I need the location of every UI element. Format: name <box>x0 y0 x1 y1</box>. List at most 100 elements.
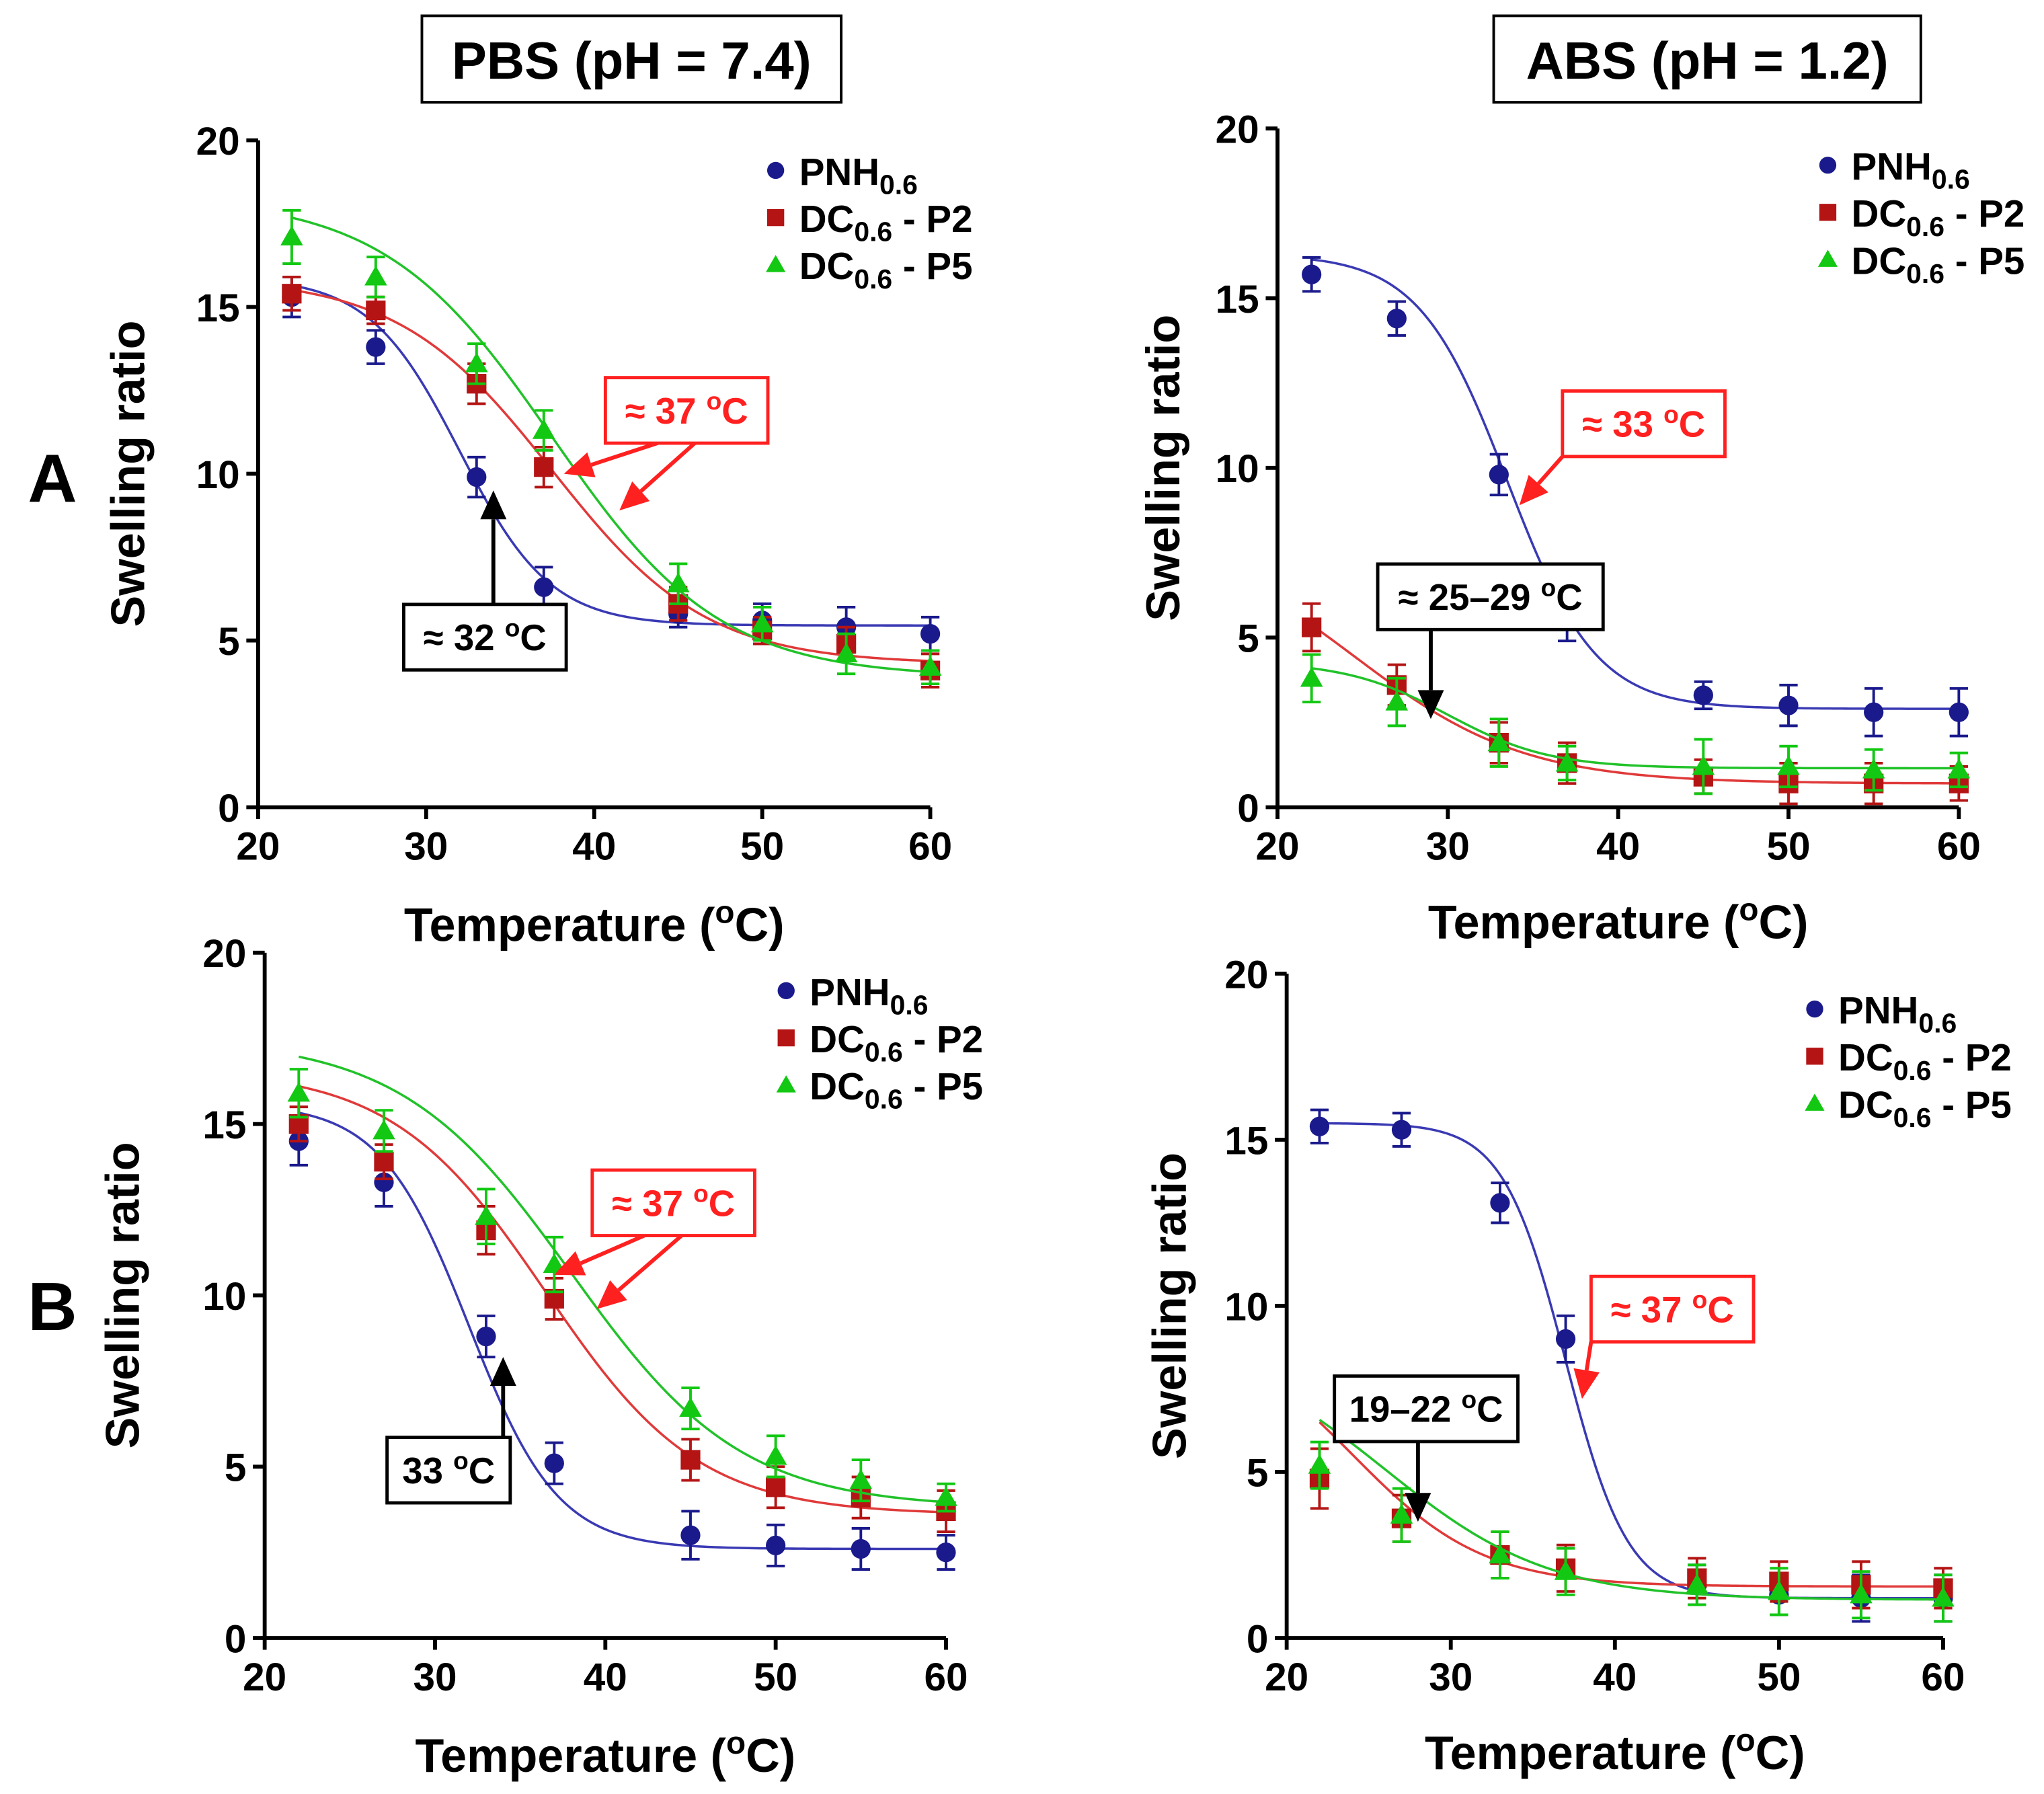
data-point-p5 <box>1777 755 1800 775</box>
annotation-text-1-part: ≈ 25–29 <box>1399 577 1541 618</box>
legend-suffix: - P2 <box>892 198 972 240</box>
annotation-box-0 <box>385 1436 512 1505</box>
legend-suffix: - P2 <box>1932 1036 2012 1079</box>
fit-curve-p5 <box>1311 667 1959 770</box>
annotation-arrow-1-0-shaft <box>590 441 658 467</box>
fit-curve-pnh <box>1311 258 1959 710</box>
data-point-p2 <box>374 1152 394 1172</box>
legend-sub: 0.6 <box>890 989 929 1020</box>
legend-label-p2: DC0.6 - P2 <box>1838 1036 2012 1086</box>
legend-marker-p2 <box>777 1029 795 1047</box>
data-point-pnh <box>851 1538 871 1559</box>
y-axis-label: Swelling ratio <box>1136 315 1189 621</box>
data-point-p5 <box>287 1081 311 1102</box>
data-point-p5 <box>1487 731 1511 752</box>
y-tick-label: 0 <box>225 1617 247 1661</box>
annotation-box-1 <box>1376 562 1605 631</box>
annotation-box-0 <box>1561 389 1727 459</box>
annotation-box-1 <box>590 1168 756 1237</box>
data-point-p5 <box>666 572 690 592</box>
x-tick-label: 20 <box>1265 1655 1308 1699</box>
legend-main: DC <box>1852 192 1907 235</box>
legend-marker-p5 <box>1805 1093 1825 1111</box>
legend-main: PNH <box>1838 989 1918 1031</box>
legend-marker-p2 <box>766 208 785 227</box>
legend-suffix: - P5 <box>1932 1083 2012 1126</box>
data-point-pnh <box>1555 1329 1576 1350</box>
x-axis-label-part: Temperature ( <box>415 1729 726 1782</box>
legend-sub: 0.6 <box>865 1084 903 1115</box>
x-tick-label: 20 <box>1255 824 1299 868</box>
y-tick-label: 0 <box>218 787 240 830</box>
annotation-text-0-unit: C <box>1707 1289 1733 1330</box>
annotation-arrow-0-0-head <box>1519 475 1548 506</box>
legend-suffix: - P2 <box>903 1018 983 1060</box>
x-axis-label-part: Temperature ( <box>1428 895 1739 948</box>
x-tick-label: 40 <box>572 824 616 868</box>
annotation-arrow-1-0-head <box>1417 690 1444 719</box>
legend-main: DC <box>810 1018 865 1060</box>
data-point-p2 <box>766 1477 786 1497</box>
data-point-p5 <box>1555 752 1579 772</box>
data-point-pnh <box>1386 309 1407 329</box>
data-point-pnh <box>766 1535 786 1556</box>
data-point-p5 <box>1947 758 1971 779</box>
y-tick-label: 10 <box>202 1275 246 1319</box>
annotation-text-1-unit: C <box>1477 1389 1503 1430</box>
legend-sub: 0.6 <box>1932 164 1970 195</box>
annotation-text-1-degree: o <box>693 1179 709 1208</box>
x-tick-label: 30 <box>1429 1655 1472 1699</box>
y-tick-label: 15 <box>1224 1119 1268 1163</box>
annotation-arrow-1-1-shaft <box>639 441 697 493</box>
annotation-box-0 <box>1589 1274 1756 1344</box>
data-point-pnh <box>1693 685 1713 705</box>
legend-suffix: - P5 <box>903 1065 983 1107</box>
annotation-text-1-degree: o <box>1541 573 1557 601</box>
legend-marker-pnh <box>766 161 785 180</box>
annotation-text-1: ≈ 37 oC <box>625 387 748 432</box>
legend-marker-p5 <box>776 1075 796 1093</box>
annotation-text-1-part: 19–22 <box>1349 1389 1462 1430</box>
y-tick-label: 20 <box>1224 953 1268 997</box>
annotation-arrow-0-0-shaft <box>1536 455 1565 485</box>
annotation-text-1-part: ≈ 37 <box>612 1183 693 1224</box>
annotation-text-1-unit: C <box>721 391 748 432</box>
legend-marker-pnh <box>777 982 795 999</box>
x-tick-label: 20 <box>243 1655 286 1699</box>
annotation-arrow-1-1-head <box>619 481 650 511</box>
legend-sub: 0.6 <box>1893 1055 1932 1086</box>
data-point-p5 <box>543 1253 566 1274</box>
y-tick-label: 5 <box>225 1446 247 1490</box>
x-axis-label-unit: C) <box>735 898 785 951</box>
annotation-text-0: ≈ 37 oC <box>1611 1286 1734 1331</box>
data-point-p5 <box>1862 758 1885 779</box>
legend-label-p5: DC0.6 - P5 <box>810 1065 983 1115</box>
data-point-pnh <box>1778 695 1799 715</box>
x-axis-label: Temperature (oC) <box>415 1725 795 1782</box>
annotation-text-1-unit: C <box>1556 577 1582 618</box>
legend-marker-p5 <box>1817 249 1838 267</box>
y-tick-label: 0 <box>1247 1617 1269 1661</box>
annotation-arrow-1-0-head <box>563 452 596 477</box>
annotation-arrow-0-0-head <box>1573 1368 1600 1399</box>
x-tick-label: 30 <box>404 824 448 868</box>
legend-label-pnh: PNH0.6 <box>1838 989 1957 1039</box>
y-tick-label: 10 <box>1216 447 1259 491</box>
annotation-text-0-unit: C <box>469 1450 495 1491</box>
x-tick-label: 50 <box>1757 1655 1801 1699</box>
legend-suffix: - P5 <box>1944 239 2025 282</box>
annotation-text-0-part: ≈ 32 <box>424 617 505 658</box>
x-axis-label-degree: o <box>1739 892 1758 928</box>
legend-sub: 0.6 <box>1918 1008 1957 1039</box>
legend-main: DC <box>1838 1083 1893 1126</box>
annotation-text-0-unit: C <box>520 617 546 658</box>
legend-main: DC <box>799 198 855 240</box>
fit-curve-pnh <box>298 1112 946 1551</box>
annotation-text-1: ≈ 37 oC <box>612 1179 735 1224</box>
column-title-abs-text: ABS (pH = 1.2) <box>1526 31 1889 90</box>
annotation-text-0: 33 oC <box>402 1446 495 1491</box>
data-point-p5 <box>849 1469 873 1489</box>
